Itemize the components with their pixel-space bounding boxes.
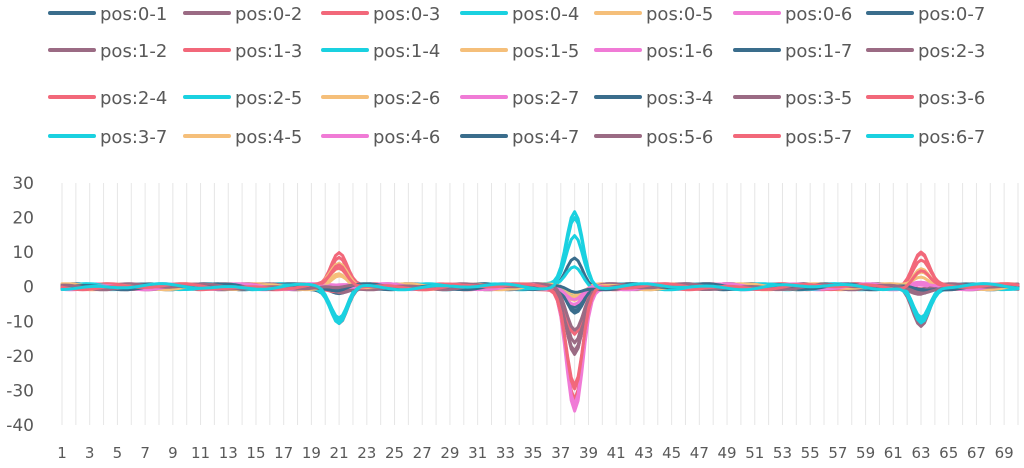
- legend-label: pos:4-5: [235, 127, 302, 148]
- x-tick-label: 69: [995, 444, 1014, 462]
- series-line: [60, 210, 1020, 326]
- legend-label: pos:1-3: [235, 41, 302, 62]
- x-tick-label: 19: [302, 444, 321, 462]
- x-tick-label: 9: [168, 444, 178, 462]
- legend-label: pos:0-5: [646, 4, 713, 25]
- x-tick-label: 43: [634, 444, 653, 462]
- legend-label: pos:6-7: [918, 127, 985, 148]
- series-line: [60, 282, 1020, 413]
- x-tick-label: 67: [967, 444, 986, 462]
- x-tick-label: 25: [385, 444, 404, 462]
- x-tick-label: 57: [828, 444, 847, 462]
- legend-label: pos:2-6: [373, 88, 440, 109]
- x-tick-label: 23: [357, 444, 376, 462]
- x-tick-label: 59: [856, 444, 875, 462]
- legend-label: pos:3-4: [646, 88, 713, 109]
- legend-label: pos:1-5: [512, 41, 579, 62]
- series-line: [60, 261, 1020, 299]
- series-line: [60, 216, 1020, 323]
- legend-label: pos:1-7: [785, 41, 852, 62]
- y-tick-label: -20: [6, 347, 34, 367]
- series-line: [60, 234, 1020, 325]
- legend-label: pos:3-5: [785, 88, 852, 109]
- legend-label: pos:4-7: [512, 127, 579, 148]
- x-tick-label: 47: [690, 444, 709, 462]
- series-line: [60, 282, 1020, 356]
- x-tick-label: 29: [440, 444, 459, 462]
- x-tick-label: 11: [191, 444, 210, 462]
- legend-label: pos:0-4: [512, 4, 579, 25]
- x-tick-label: 65: [939, 444, 958, 462]
- x-tick-label: 37: [551, 444, 570, 462]
- legend-label: pos:4-6: [373, 127, 440, 148]
- legend-label: pos:1-6: [646, 41, 713, 62]
- x-tick-label: 35: [524, 444, 543, 462]
- y-tick-label: 20: [12, 209, 34, 229]
- x-tick-label: 61: [884, 444, 903, 462]
- x-tick-label: 5: [113, 444, 123, 462]
- legend-label: pos:3-6: [918, 88, 985, 109]
- legend-label: pos:1-4: [373, 41, 440, 62]
- x-tick-label: 41: [607, 444, 626, 462]
- legend-label: pos:2-4: [100, 88, 167, 109]
- x-tick-label: 3: [85, 444, 95, 462]
- x-tick-label: 13: [219, 444, 238, 462]
- series-line: [60, 250, 1020, 336]
- legend-label: pos:3-7: [100, 127, 167, 148]
- x-tick-label: 31: [468, 444, 487, 462]
- x-tick-label: 7: [140, 444, 150, 462]
- series-line: [60, 265, 1020, 325]
- legend-label: pos:0-1: [100, 4, 167, 25]
- series-line: [60, 282, 1020, 353]
- series-line: [60, 282, 1020, 404]
- legend-label: pos:0-2: [235, 4, 302, 25]
- legend-label: pos:0-3: [373, 4, 440, 25]
- x-tick-label: 55: [801, 444, 820, 462]
- series-line: [60, 258, 1020, 391]
- x-tick-label: 53: [773, 444, 792, 462]
- series-line: [60, 282, 1020, 345]
- y-tick-label: 0: [23, 278, 34, 298]
- y-tick-label: -10: [6, 312, 34, 332]
- x-tick-label: 17: [274, 444, 293, 462]
- legend-label: pos:2-3: [918, 41, 985, 62]
- y-tick-label: 30: [12, 174, 34, 194]
- series-line: [60, 251, 1020, 402]
- legend-label: pos:5-6: [646, 127, 713, 148]
- legend-label: pos:2-7: [512, 88, 579, 109]
- y-tick-label: -40: [6, 416, 34, 436]
- x-tick-label: 27: [413, 444, 432, 462]
- legend-label: pos:2-5: [235, 88, 302, 109]
- x-tick-label: 1: [57, 444, 67, 462]
- x-tick-label: 63: [911, 444, 930, 462]
- x-tick-label: 49: [717, 444, 736, 462]
- y-tick-label: -30: [6, 381, 34, 401]
- x-tick-label: 15: [246, 444, 265, 462]
- x-tick-label: 33: [496, 444, 515, 462]
- x-tick-label: 45: [662, 444, 681, 462]
- series-line: [60, 282, 1020, 356]
- x-tick-label: 21: [330, 444, 349, 462]
- legend-label: pos:0-6: [785, 4, 852, 25]
- legend-label: pos:0-7: [918, 4, 985, 25]
- series-line: [60, 280, 1020, 407]
- x-tick-label: 39: [579, 444, 598, 462]
- y-tick-label: 10: [12, 243, 34, 263]
- x-tick-label: 51: [745, 444, 764, 462]
- legend-label: pos:5-7: [785, 127, 852, 148]
- legend-label: pos:1-2: [100, 41, 167, 62]
- series-line: [60, 266, 1020, 387]
